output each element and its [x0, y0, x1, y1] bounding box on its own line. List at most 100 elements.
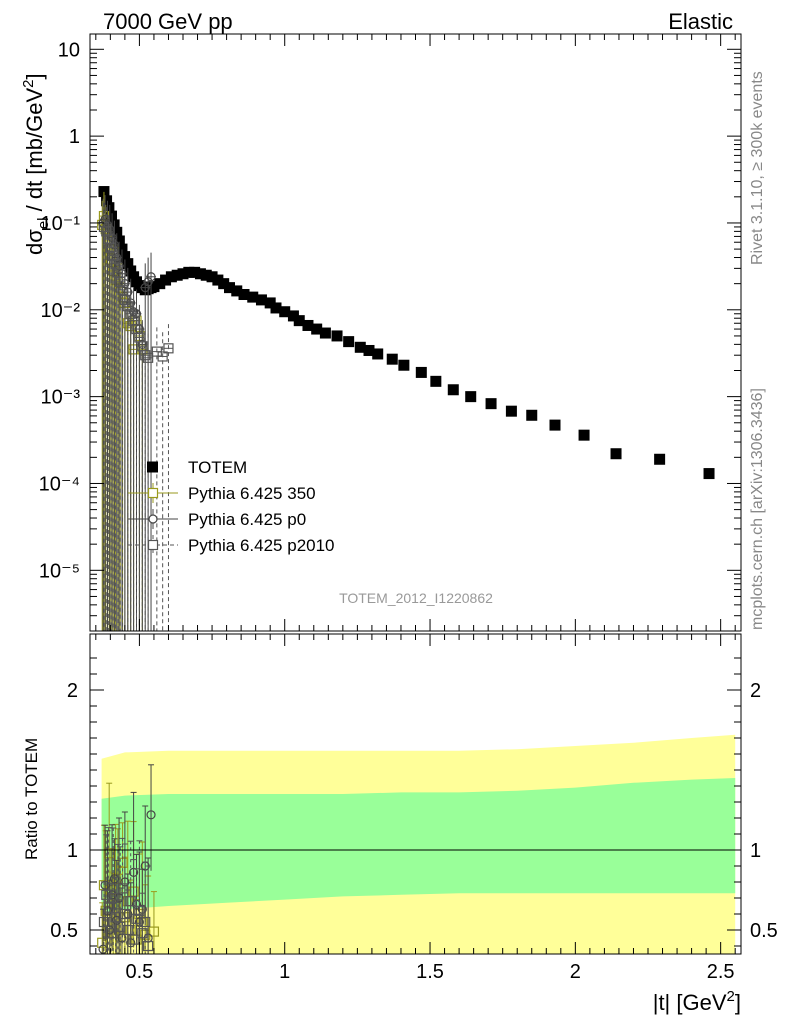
data-point [154, 278, 166, 290]
ratio-y-tick-label-left: 1 [67, 840, 78, 862]
ratio-point [125, 896, 136, 907]
ratio-point [102, 906, 113, 916]
data-point [171, 269, 183, 281]
data-point [189, 266, 201, 278]
analysis-watermark: TOTEM_2012_I1220862 [339, 590, 493, 606]
data-point [231, 285, 243, 297]
data-point [177, 268, 189, 280]
data-point [101, 195, 113, 207]
x-tick-label: 2.5 [707, 961, 735, 983]
data-point [247, 291, 259, 303]
ratio-y-tick-label-right: 2 [750, 680, 761, 702]
ratio-point [105, 925, 115, 935]
legend-entry: TOTEM [147, 458, 247, 477]
legend-entry: Pythia 6.425 350 [128, 483, 316, 503]
data-point [279, 306, 291, 318]
ratio-point [134, 905, 145, 916]
data-point [103, 202, 115, 214]
data-point [363, 344, 375, 356]
data-point [319, 327, 331, 339]
ratio-y-tick-label-right: 0.5 [750, 920, 778, 942]
data-point [549, 419, 561, 431]
data-point [415, 366, 427, 378]
data-point [287, 310, 299, 322]
data-point [372, 348, 384, 360]
data-point [238, 289, 250, 301]
legend-marker [147, 487, 159, 499]
data-point [183, 266, 195, 278]
data-point [505, 405, 517, 417]
rivet-label: Rivet 3.1.10, ≥ 300k events [749, 71, 766, 265]
ratio-y-tick-label-right: 1 [750, 840, 761, 862]
ratio-point [100, 880, 110, 890]
ratio-point [114, 893, 124, 903]
x-tick-label: 0.5 [126, 961, 154, 983]
data-point [293, 315, 305, 327]
data-point [143, 277, 153, 287]
ratio-point [101, 889, 112, 900]
y-axis-title-ratio: Ratio to TOTEM [22, 738, 41, 860]
ratio-point [146, 810, 156, 820]
data-point [119, 251, 131, 263]
data-point [140, 283, 150, 293]
legend-marker [147, 539, 159, 551]
y-tick-label: 10⁻⁴ [39, 473, 80, 495]
data-point [98, 186, 110, 198]
data-point [105, 224, 115, 234]
data-point [206, 271, 218, 283]
ratio-point [128, 934, 139, 945]
ratio-point [112, 915, 122, 926]
data-point [200, 269, 212, 281]
legend-marker [147, 461, 158, 473]
legend-entry: Pythia 6.425 p0 [128, 509, 306, 529]
data-point [163, 343, 174, 354]
y-tick-label: 10⁻² [41, 300, 81, 322]
data-point [270, 302, 282, 314]
data-point [112, 252, 122, 263]
main-panel-series [97, 186, 715, 631]
data-point [654, 453, 666, 465]
ratio-panel-series [97, 764, 160, 954]
mcplots-label: mcplots.cern.ch [arXiv:1306.3436] [749, 388, 766, 630]
y-tick-label: 10 [58, 39, 80, 61]
ratio-point [98, 916, 110, 928]
legend-entry: Pythia 6.425 p2010 [128, 535, 335, 555]
x-tick-label: 1 [279, 961, 290, 983]
energy-label: 7000 GeV pp [103, 9, 233, 34]
data-point [106, 210, 118, 222]
ratio-uncertainty-bands [101, 734, 736, 954]
data-point [109, 240, 120, 250]
data-point [113, 235, 125, 247]
ratio-point [117, 883, 128, 894]
data-point [117, 284, 128, 295]
data-point [302, 319, 314, 331]
data-point [331, 330, 343, 342]
data-point [116, 243, 128, 255]
ratio-point [115, 921, 126, 932]
data-point [398, 359, 410, 371]
y-tick-label: 10⁻³ [41, 387, 81, 409]
data-point [100, 214, 110, 224]
data-point [125, 308, 136, 319]
data-point [447, 384, 459, 396]
data-point [485, 398, 497, 410]
data-point [122, 301, 133, 312]
ratio-point [140, 916, 151, 928]
legend-marker [148, 514, 158, 524]
ratio-point [117, 933, 127, 943]
data-point [114, 261, 124, 271]
x-tick-label: 1.5 [416, 961, 444, 983]
data-point [386, 353, 398, 365]
series-pythia-6-425-p2010 [98, 202, 174, 631]
y-tick-label: 10⁻⁵ [39, 560, 80, 582]
legend: TOTEM Pythia 6.425 350 Pythia 6.425 p0 Pyth… [128, 458, 335, 555]
ratio-series-pythia-6-425-p2010 [98, 827, 154, 954]
data-point [125, 265, 137, 277]
data-point [212, 274, 224, 286]
data-point [311, 323, 323, 335]
ratio-point [119, 908, 130, 920]
y-tick-label: 10⁻¹ [41, 213, 81, 235]
data-point [148, 281, 160, 293]
data-point [143, 352, 154, 363]
